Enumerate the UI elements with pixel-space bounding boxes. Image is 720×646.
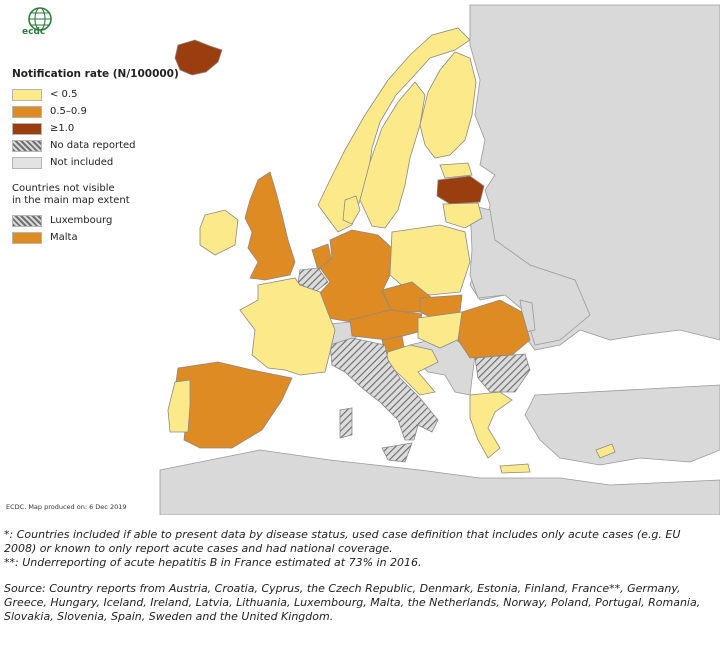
legend-item: ≥1.0 — [12, 120, 179, 137]
globe-icon — [28, 7, 52, 31]
legend-label: No data reported — [50, 140, 136, 151]
ecdc-logo-text: ecdc — [22, 27, 46, 37]
legend-label: < 0.5 — [50, 89, 78, 100]
country-estonia — [439, 162, 473, 179]
country-portugal — [167, 379, 191, 433]
region-africa — [159, 449, 720, 515]
country-poland — [389, 224, 471, 296]
legend-swatch — [12, 88, 42, 101]
legend-swatch — [12, 156, 42, 169]
country-denmark — [342, 195, 361, 225]
country-romania — [457, 299, 531, 359]
legend-subtitle-line: Countries not visible — [12, 183, 115, 194]
legend-swatch — [12, 231, 42, 244]
footnotes: *: Countries included if able to present… — [4, 528, 716, 624]
country-latvia — [436, 175, 485, 205]
country-greece — [469, 391, 513, 459]
country-bulgaria — [474, 353, 531, 393]
legend-item: Malta — [12, 229, 179, 246]
footnote: **: Underreporting of acute hepatitis B … — [4, 556, 422, 569]
legend-item: No data reported — [12, 137, 179, 154]
ecdc-logo — [20, 6, 60, 42]
legend-label: Malta — [50, 232, 78, 243]
country-italy — [329, 337, 439, 441]
footnote: *: Countries included if able to present… — [4, 528, 681, 555]
legend-item: < 0.5 — [12, 86, 179, 103]
country-cyprus — [595, 443, 616, 459]
legend-label: Not included — [50, 157, 114, 168]
country-hungary — [417, 311, 469, 349]
map-legend: Notification rate (N/100000) < 0.5 0.5–0… — [12, 68, 179, 246]
legend-subtitle-line: in the main map extent — [12, 195, 130, 206]
legend-label: ≥1.0 — [50, 123, 75, 134]
legend-label: Luxembourg — [50, 215, 113, 226]
legend-swatch — [12, 105, 42, 118]
country-france — [239, 277, 336, 376]
region-belarus-ukraine — [469, 204, 591, 346]
country-uk — [244, 171, 296, 281]
source-note: Source: Country reports from Austria, Cr… — [4, 582, 701, 623]
country-belgium — [297, 267, 329, 293]
region-turkey — [524, 384, 720, 466]
country-ireland — [199, 209, 239, 256]
legend-item: Luxembourg — [12, 212, 179, 229]
country-iceland — [174, 39, 223, 76]
country-finland — [419, 51, 477, 159]
map-credit: ECDC. Map produced on: 6 Dec 2019 — [6, 503, 127, 511]
legend-item: 0.5–0.9 — [12, 103, 179, 120]
region-russia-east — [469, 4, 720, 351]
country-sicily — [381, 442, 413, 463]
country-crete — [499, 463, 531, 474]
legend-swatch — [12, 139, 42, 152]
legend-title: Notification rate (N/100000) — [12, 68, 179, 80]
legend-swatch — [12, 122, 42, 135]
europe-map — [159, 4, 720, 515]
country-lithuania — [442, 202, 483, 229]
legend-label: 0.5–0.9 — [50, 106, 87, 117]
country-sardinia — [339, 407, 353, 439]
legend-swatch — [12, 214, 42, 227]
legend-item: Not included — [12, 154, 179, 171]
legend-subtitle: Countries not visible in the main map ex… — [12, 183, 179, 207]
